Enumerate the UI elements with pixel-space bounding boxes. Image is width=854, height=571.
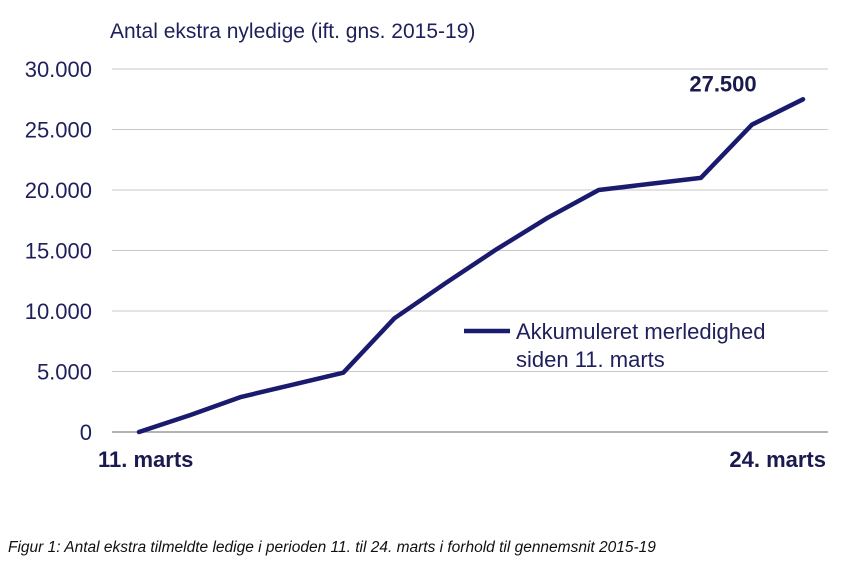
legend-label-line2: siden 11. marts — [516, 347, 665, 372]
y-tick-label: 15.000 — [25, 239, 92, 264]
y-axis-title: Antal ekstra nyledige (ift. gns. 2015-19… — [110, 20, 475, 43]
series-line-akkumuleret-merledighed — [136, 97, 806, 435]
legend: Akkumuleret merledighed siden 11. marts — [464, 319, 765, 372]
gridlines — [112, 68, 828, 433]
figure-caption: Figur 1: Antal ekstra tilmeldte ledige i… — [8, 539, 656, 556]
x-tick-label: 24. marts — [729, 447, 826, 472]
legend-label-line1: Akkumuleret merledighed — [516, 319, 765, 344]
x-tick-labels: 11. marts 24. marts — [98, 447, 826, 472]
line-chart: Antal ekstra nyledige (ift. gns. 2015-19… — [25, 20, 828, 472]
y-tick-label: 25.000 — [25, 118, 92, 143]
end-value-label: 27.500 — [689, 71, 756, 96]
x-tick-label: 11. marts — [98, 447, 193, 472]
y-tick-label: 10.000 — [25, 299, 92, 324]
y-tick-label: 0 — [80, 420, 92, 445]
y-tick-label: 30.000 — [25, 57, 92, 82]
y-tick-label: 20.000 — [25, 178, 92, 203]
y-tick-labels: 0 5.000 10.000 15.000 20.000 25.000 30.000 — [25, 57, 92, 445]
y-tick-label: 5.000 — [37, 360, 92, 385]
